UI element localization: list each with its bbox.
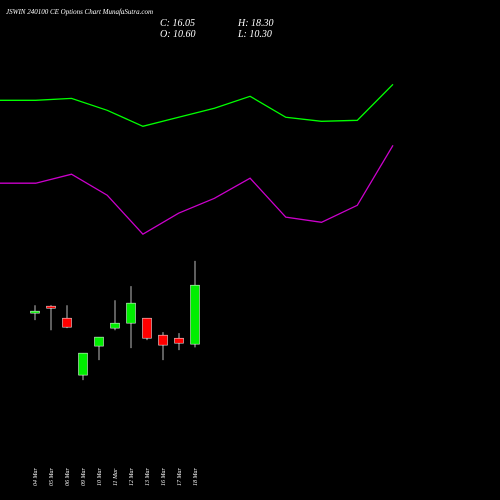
x-tick-label: 09 Mar	[81, 468, 87, 486]
candle-body	[62, 317, 72, 328]
x-tick-label: 16 Mar	[161, 468, 167, 486]
x-tick-label: 12 Mar	[129, 468, 135, 486]
stat-low: L: 10.30	[237, 29, 272, 40]
candle-body	[142, 317, 152, 339]
indicator-line	[0, 83, 394, 127]
x-tick-label: 10 Mar	[97, 468, 103, 486]
x-tick-label: 06 Mar	[65, 468, 71, 486]
x-tick-label: 17 Mar	[177, 468, 183, 486]
chart-title: JSWIN 240100 CE Options Chart MunafaSutr…	[6, 8, 153, 16]
candle-body	[190, 284, 200, 345]
candle-body	[30, 310, 40, 314]
candle-body	[110, 322, 120, 329]
candle-body	[158, 334, 168, 346]
indicator-line	[0, 144, 394, 236]
x-tick-label: 11 Mar	[113, 468, 119, 486]
candle-body	[78, 352, 88, 376]
stat-close: C: 16.05	[160, 18, 195, 29]
x-tick-label: 18 Mar	[193, 468, 199, 486]
x-tick-label: 13 Mar	[145, 468, 151, 486]
candle-body	[174, 337, 184, 344]
stat-open: O: 10.60	[160, 29, 196, 40]
stat-high: H: 18.30	[237, 18, 274, 29]
candle-body	[126, 302, 136, 324]
x-tick-label: 05 Mar	[49, 468, 55, 486]
candle-body	[94, 336, 104, 347]
candle-body	[46, 305, 56, 309]
x-tick-label: 04 Mar	[32, 468, 39, 486]
